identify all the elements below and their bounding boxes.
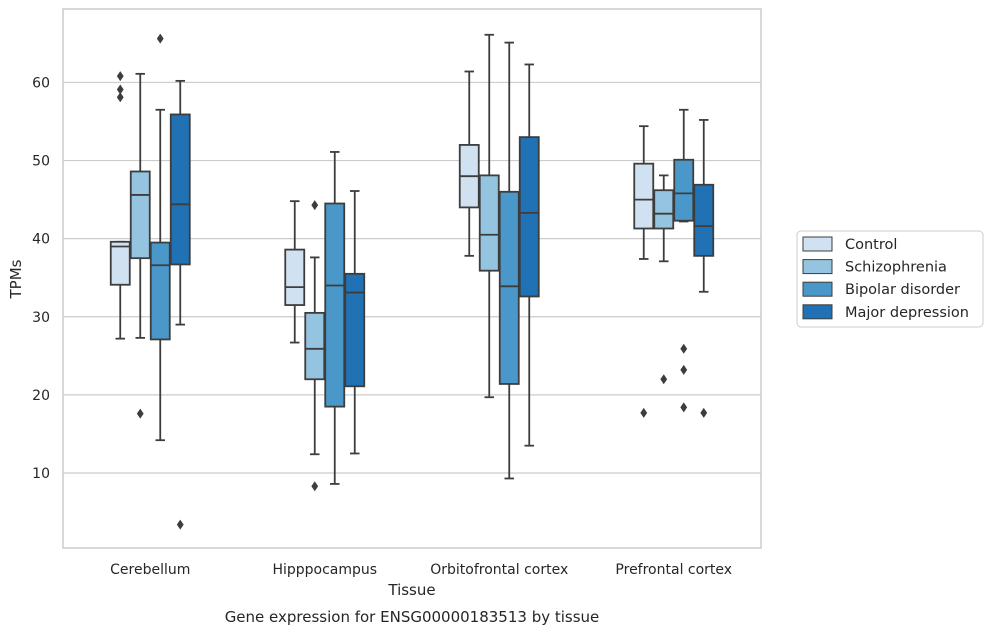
outlier-point [176,519,184,530]
legend-swatch [802,259,833,275]
box-control [109,71,131,340]
box-bipolar-disorder [324,151,346,485]
box-schizophrenia [653,174,675,385]
x-tick-label: Orbitofrontal cortex [430,562,568,578]
outlier-point [156,33,164,44]
box-iqr [633,162,655,230]
box-bipolar-disorder [498,41,520,480]
box-iqr [169,113,191,266]
box-iqr [518,136,540,298]
legend-swatch [802,281,833,297]
box-iqr [344,272,366,388]
box-major-depression [693,119,715,418]
outlier-point [680,343,688,354]
box-iqr [284,248,306,306]
box-iqr [498,190,520,385]
outlier-point [680,364,688,375]
legend-label: Major depression [845,305,969,321]
box-major-depression [169,79,191,530]
legend-label: Control [845,237,897,253]
y-tick-label: 20 [32,388,50,404]
y-axis-title: TPMs [7,259,25,299]
outlier-point [700,407,708,418]
box-layer [109,33,715,530]
y-tick-label: 60 [32,75,50,91]
y-tick-label: 40 [32,232,50,248]
box-iqr [653,189,675,230]
outlier-point [136,408,144,419]
x-tick-label: Cerebellum [110,562,190,578]
y-tick-label: 50 [32,154,50,170]
legend-swatch [802,236,833,252]
legend-swatch [802,304,833,320]
box-iqr [109,240,131,286]
x-axis-title: Tissue [387,581,435,599]
box-bipolar-disorder [673,108,695,413]
y-tick-label: 30 [32,310,50,326]
box-iqr [693,183,715,257]
outlier-point [640,407,648,418]
box-control [284,200,306,344]
outlier-point [660,374,668,385]
box-major-depression [518,63,540,447]
legend-label: Bipolar disorder [845,282,960,298]
box-schizophrenia [478,33,500,399]
x-tick-label: Hipppocampus [272,562,377,578]
legend: Control Schizophrenia Bipolar disorder Majo… [796,230,984,328]
box-iqr [304,311,326,381]
x-tick-labels: Cerebellum Hipppocampus Orbitofrontal cort… [110,562,732,578]
y-tick-labels: 10 20 30 40 50 60 [32,75,50,482]
legend-label: Schizophrenia [845,260,947,276]
outlier-point [116,84,124,95]
box-bipolar-disorder [149,33,171,442]
box-iqr [129,170,151,260]
box-iqr [149,241,171,341]
box-schizophrenia [129,72,151,419]
box-major-depression [344,190,366,455]
box-control [633,125,655,418]
box-schizophrenia [304,200,326,492]
plot-frame [62,8,762,549]
outlier-point [680,402,688,413]
outlier-point [311,200,319,211]
box-iqr [673,158,695,222]
outlier-point [311,481,319,492]
legend-frame [796,230,984,328]
box-iqr [324,202,346,408]
chart-caption: Gene expression for ENSG00000183513 by t… [225,608,600,626]
box-control [458,70,480,257]
outlier-point [116,71,124,82]
y-tick-label: 10 [32,466,50,482]
outlier-point [116,92,124,103]
box-iqr [478,174,500,272]
x-tick-label: Prefrontal cortex [615,562,732,578]
